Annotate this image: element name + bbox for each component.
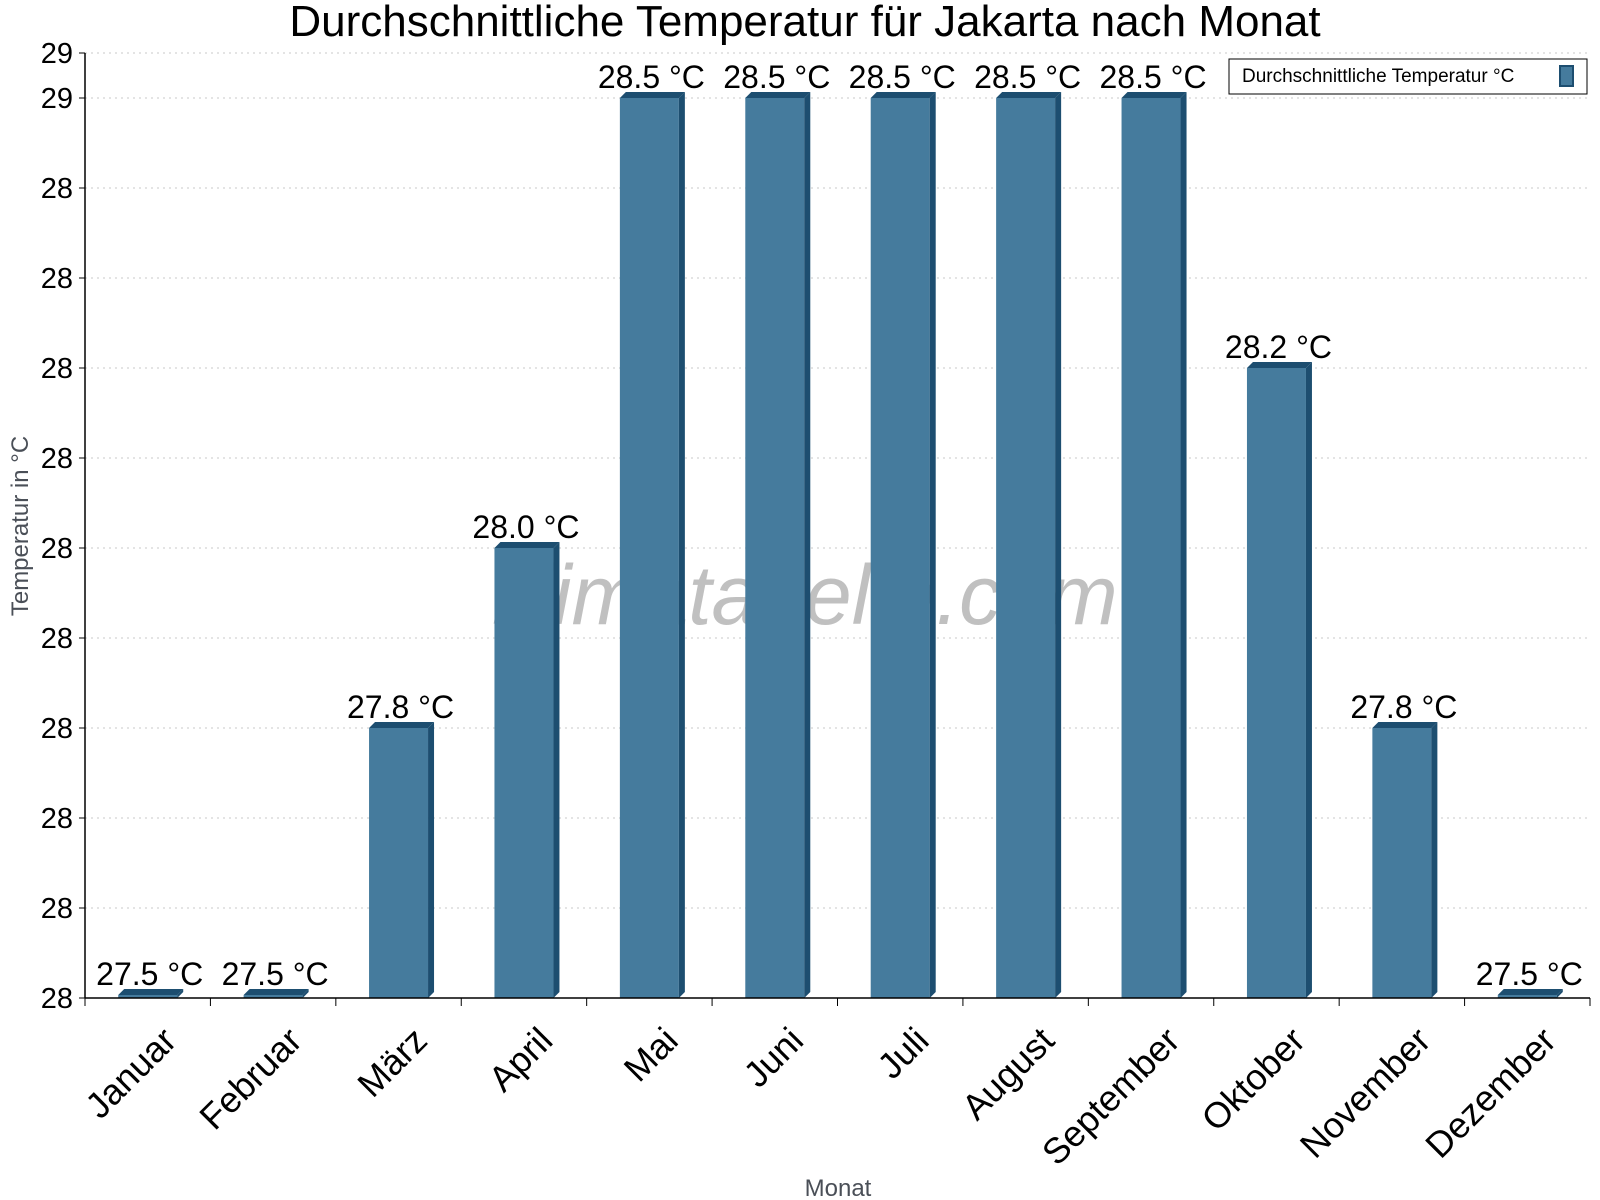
gridlines (85, 52, 1590, 909)
y-axis-title: Temperatur in °C (7, 436, 34, 616)
y-tick-label: 28 (41, 533, 73, 565)
data-label: 28.5 °C (1100, 59, 1207, 95)
bar-side (177, 989, 184, 998)
y-tick-label: 28 (41, 983, 73, 1015)
bar-top (1246, 362, 1312, 368)
bar-top (745, 92, 811, 98)
data-label: 27.5 °C (222, 956, 329, 992)
bar-side (1431, 722, 1438, 998)
bar-top (243, 989, 309, 995)
x-category-label: November (1292, 1019, 1438, 1165)
x-category-label: Februar (191, 1019, 309, 1137)
bar (745, 98, 805, 998)
x-category-label: Juni (735, 1019, 811, 1095)
bar (1497, 995, 1557, 998)
y-tick-label: 29 (41, 38, 73, 70)
data-label: 27.5 °C (96, 956, 203, 992)
x-category-label: März (349, 1019, 435, 1105)
legend-label: Durchschnittliche Temperatur °C (1242, 66, 1514, 87)
bar (243, 995, 303, 998)
bar-top (1121, 92, 1187, 98)
bar (870, 98, 930, 998)
bar-side (804, 92, 811, 998)
x-category-label: Oktober (1193, 1019, 1313, 1139)
bar-side (1180, 92, 1187, 998)
y-tick-label: 29 (41, 83, 73, 115)
x-category-label: Juli (869, 1019, 936, 1086)
bar-side (428, 722, 435, 998)
bar-top (1372, 722, 1438, 728)
bar-top (118, 989, 184, 995)
bars (118, 92, 1563, 998)
x-category-label: Januar (77, 1019, 184, 1126)
bar (369, 728, 429, 998)
data-label: 28.5 °C (598, 59, 705, 95)
bar-side (929, 92, 936, 998)
legend: Durchschnittliche Temperatur °C (1228, 58, 1588, 95)
y-tick-label: 28 (41, 893, 73, 925)
y-tick-label: 28 (41, 263, 73, 295)
bar (1246, 368, 1306, 998)
y-tick-label: 28 (41, 443, 73, 475)
data-label: 28.5 °C (723, 59, 830, 95)
x-axis-title: Monat (805, 1175, 872, 1200)
bar-side (1055, 92, 1062, 998)
bar-side (1305, 362, 1312, 998)
bar (1121, 98, 1181, 998)
data-label: 28.2 °C (1225, 329, 1332, 365)
data-label: 27.5 °C (1476, 956, 1583, 992)
y-tick-label: 28 (41, 623, 73, 655)
data-label: 28.0 °C (472, 509, 579, 545)
bar-side (302, 989, 309, 998)
bar (494, 548, 554, 998)
legend-swatch (1559, 65, 1574, 87)
data-labels: 27.5 °C 27.5 °C 27.8 °C 28.0 °C 28.5 °C 28.5 … (96, 59, 1583, 992)
y-tick-label: 28 (41, 173, 73, 205)
x-category-label: Dezember (1417, 1019, 1563, 1165)
bar-top (996, 92, 1062, 98)
x-category-label: September (1034, 1019, 1188, 1173)
legend-box (1228, 58, 1588, 95)
data-label: 27.8 °C (1350, 689, 1457, 725)
x-category-label: August (954, 1019, 1062, 1127)
bar-top (494, 542, 560, 548)
bar-top (870, 92, 936, 98)
bar-top (619, 92, 685, 98)
y-tick-label: 28 (41, 803, 73, 835)
bar-side (553, 542, 560, 998)
bar-top (1497, 989, 1563, 995)
data-label: 28.5 °C (849, 59, 956, 95)
bar (118, 995, 178, 998)
x-category-label: Mai (616, 1019, 686, 1089)
data-label: 27.8 °C (347, 689, 454, 725)
y-tick-label: 28 (41, 353, 73, 385)
bar-side (678, 92, 685, 998)
bar (619, 98, 679, 998)
bar-top (369, 722, 435, 728)
x-category-label: April (480, 1019, 560, 1099)
data-label: 28.5 °C (974, 59, 1081, 95)
y-tick-label: 28 (41, 713, 73, 745)
chart-title: Durchschnittliche Temperatur für Jakarta… (289, 0, 1320, 46)
bar (996, 98, 1056, 998)
bar-side (1556, 989, 1563, 998)
bar (1372, 728, 1432, 998)
